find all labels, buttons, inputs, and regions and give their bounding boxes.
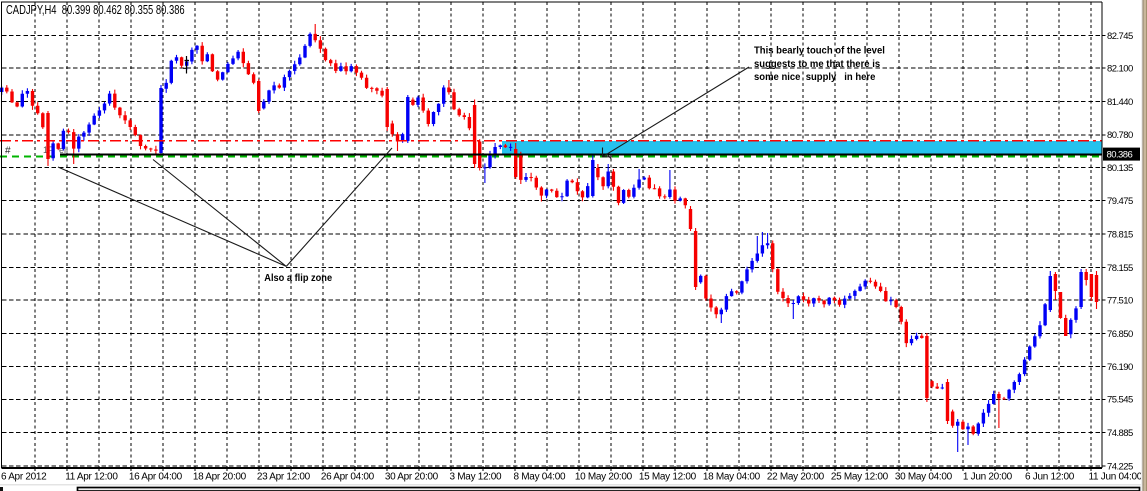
svg-text:11 Jun 04:00: 11 Jun 04:00 <box>1089 471 1143 482</box>
svg-text:6 Jun 12:00: 6 Jun 12:00 <box>1025 471 1075 482</box>
svg-text:CADJPY,H4 80.399 80.462 80.35: CADJPY,H4 80.399 80.462 80.355 80.386 <box>6 4 185 18</box>
svg-text:Also a flip zone: Also a flip zone <box>264 273 332 284</box>
svg-text:74.225: 74.225 <box>1107 461 1133 472</box>
svg-text:15 May 12:00: 15 May 12:00 <box>639 471 697 482</box>
svg-text:3 May 12:00: 3 May 12:00 <box>450 471 502 482</box>
svg-text:79.475: 79.475 <box>1107 196 1133 207</box>
svg-text:81.440: 81.440 <box>1107 97 1133 108</box>
svg-text:30 May 04:00: 30 May 04:00 <box>895 471 953 482</box>
svg-text:18 May 04:00: 18 May 04:00 <box>703 471 761 482</box>
svg-text:18 Apr 20:00: 18 Apr 20:00 <box>193 471 247 482</box>
svg-text:#: # <box>5 146 11 157</box>
svg-text:22 May 20:00: 22 May 20:00 <box>767 471 825 482</box>
svg-text:suggests to me that there is: suggests to me that there is <box>754 59 881 70</box>
svg-text:82.745: 82.745 <box>1107 31 1133 42</box>
svg-text:1 Jun 20:00: 1 Jun 20:00 <box>963 471 1013 482</box>
svg-text:26 Apr 04:00: 26 Apr 04:00 <box>321 471 375 482</box>
svg-text:some nice supply in here: some nice supply in here <box>754 72 876 83</box>
svg-text:78.155: 78.155 <box>1107 263 1133 274</box>
svg-text:8 May 04:00: 8 May 04:00 <box>514 471 566 482</box>
svg-text:82.100: 82.100 <box>1107 64 1133 75</box>
svg-text:11 Apr 12:00: 11 Apr 12:00 <box>65 471 118 482</box>
svg-text:6 Apr 2012: 6 Apr 2012 <box>1 471 47 482</box>
svg-text:30 Apr 20:00: 30 Apr 20:00 <box>385 471 439 482</box>
svg-text:80.135: 80.135 <box>1107 163 1133 174</box>
svg-text:78.815: 78.815 <box>1107 230 1133 241</box>
svg-text:76.850: 76.850 <box>1107 329 1133 340</box>
svg-text:10 May 20:00: 10 May 20:00 <box>575 471 633 482</box>
svg-text:75.545: 75.545 <box>1107 395 1133 406</box>
svg-text:74.885: 74.885 <box>1107 428 1133 439</box>
svg-text:1P ell: 1P ell <box>43 145 68 155</box>
svg-text:76.190: 76.190 <box>1107 362 1133 373</box>
svg-text:This bearly touch of the level: This bearly touch of the level <box>754 45 885 56</box>
svg-text:25 May 12:00: 25 May 12:00 <box>831 471 889 482</box>
svg-text:80.386: 80.386 <box>1107 150 1133 161</box>
svg-text:16 Apr 04:00: 16 Apr 04:00 <box>129 471 183 482</box>
svg-text:23 Apr 12:00: 23 Apr 12:00 <box>257 471 311 482</box>
svg-text:80.780: 80.780 <box>1107 130 1133 141</box>
svg-text:77.510: 77.510 <box>1107 295 1133 306</box>
